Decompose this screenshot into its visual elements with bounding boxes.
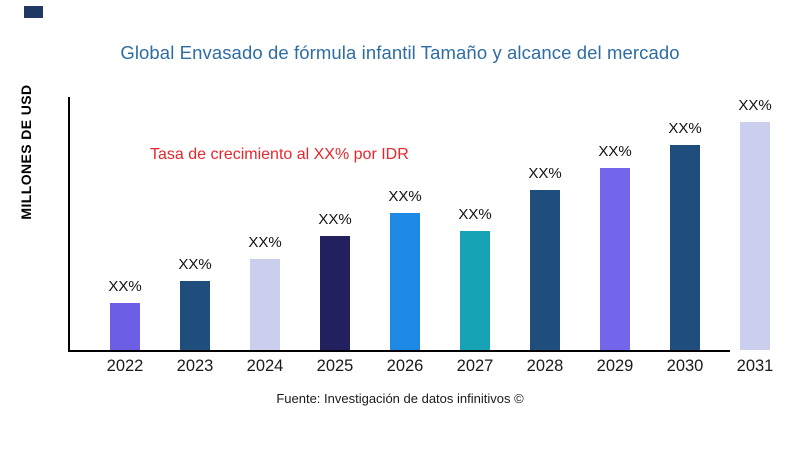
bar-value-label-2031: XX% xyxy=(738,97,772,114)
source-caption: Fuente: Investigación de datos infinitiv… xyxy=(276,391,524,406)
bar-value-label-2023: XX% xyxy=(178,256,212,273)
bar-2022 xyxy=(110,303,140,350)
bar-2031 xyxy=(740,122,770,350)
bar-value-label-2027: XX% xyxy=(458,206,492,223)
x-tick-label-2023: 2023 xyxy=(176,357,214,375)
x-tick-label-2027: 2027 xyxy=(456,357,494,375)
bar-value-label-2022: XX% xyxy=(108,278,142,295)
bar-2027 xyxy=(460,231,490,350)
bar-2030 xyxy=(670,145,700,350)
bar-value-label-2024: XX% xyxy=(248,234,282,251)
bar-value-label-2026: XX% xyxy=(388,188,422,205)
x-tick-label-2028: 2028 xyxy=(526,357,564,375)
bar-2024 xyxy=(250,259,280,350)
y-axis-label: MILLONES DE USD xyxy=(18,84,34,220)
x-tick-label-2024: 2024 xyxy=(246,357,284,375)
bar-2023 xyxy=(180,281,210,350)
bar-value-label-2029: XX% xyxy=(598,143,632,160)
growth-rate-annotation: Tasa de crecimiento al XX% por IDR xyxy=(150,146,409,163)
bar-2028 xyxy=(530,190,560,350)
bar-value-label-2028: XX% xyxy=(528,165,562,182)
x-tick-label-2031: 2031 xyxy=(736,357,774,375)
x-axis-line xyxy=(68,350,730,352)
bar-2029 xyxy=(600,168,630,350)
x-tick-label-2030: 2030 xyxy=(666,357,704,375)
bar-2026 xyxy=(390,213,420,350)
bar-2025 xyxy=(320,236,350,350)
chart-title: Global Envasado de fórmula infantil Tama… xyxy=(120,42,680,63)
x-tick-label-2026: 2026 xyxy=(386,357,424,375)
y-axis-line xyxy=(68,97,70,352)
brand-mark xyxy=(24,6,43,18)
bar-value-label-2025: XX% xyxy=(318,211,352,228)
bar-value-label-2030: XX% xyxy=(668,120,702,137)
x-tick-label-2025: 2025 xyxy=(316,357,354,375)
x-tick-label-2022: 2022 xyxy=(106,357,144,375)
x-tick-label-2029: 2029 xyxy=(596,357,634,375)
